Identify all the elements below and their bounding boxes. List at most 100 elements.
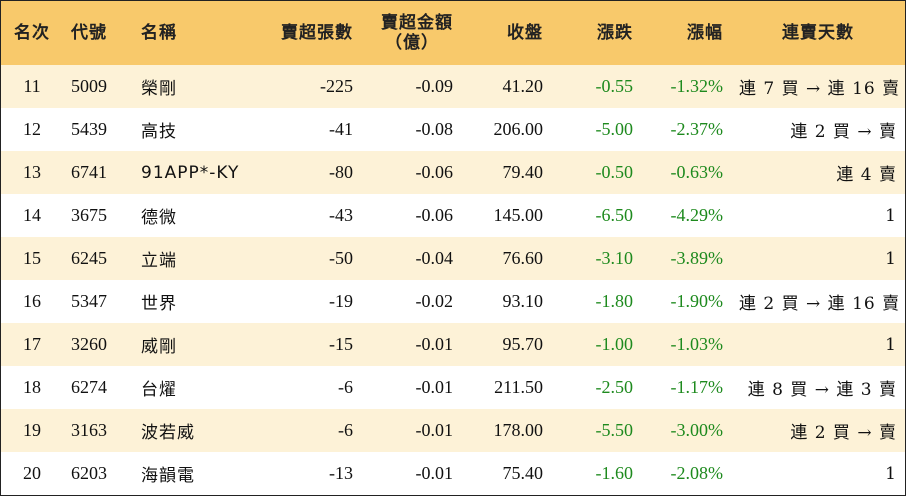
cell-change: -1.60 xyxy=(595,463,634,483)
cell-change-pct: -2.37% xyxy=(670,119,724,139)
header-code: 代號 xyxy=(71,23,107,43)
cell-net-sell-lots: -43 xyxy=(329,205,353,225)
cell-net-sell-amount: -0.04 xyxy=(415,248,454,268)
cell-net-sell-lots: -6 xyxy=(338,420,353,440)
cell-name: 世界 xyxy=(141,294,177,314)
cell-change-pct: -1.03% xyxy=(670,334,724,354)
cell-name: 波若威 xyxy=(141,423,195,443)
cell-rank: 16 xyxy=(23,291,41,311)
cell-net-sell-amount: -0.01 xyxy=(415,334,454,354)
cell-name: 海韻電 xyxy=(141,466,195,486)
cell-rank: 14 xyxy=(23,205,41,225)
cell-change: -5.00 xyxy=(595,119,634,139)
cell-net-sell-amount: -0.08 xyxy=(415,119,454,139)
header-change-pct: 漲幅 xyxy=(687,23,723,43)
cell-change-pct: -4.29% xyxy=(670,205,724,225)
cell-streak: 連 8 買 → 連 3 賣 xyxy=(747,380,897,400)
cell-net-sell-lots: -6 xyxy=(338,377,353,397)
cell-name: 台燿 xyxy=(141,380,177,400)
cell-rank: 18 xyxy=(23,377,41,397)
cell-close: 76.60 xyxy=(502,248,544,268)
cell-net-sell-lots: -15 xyxy=(329,334,353,354)
header-close: 收盤 xyxy=(507,23,543,43)
header-net-sell-amount-line2: （億） xyxy=(385,33,439,53)
cell-change-pct: -3.00% xyxy=(670,420,724,440)
cell-code: 3260 xyxy=(71,334,107,354)
cell-code: 5009 xyxy=(71,76,107,96)
cell-close: 41.20 xyxy=(502,76,544,96)
header-net-sell-lots: 賣超張數 xyxy=(281,23,353,43)
cell-streak: 連 7 買 → 連 16 賣 xyxy=(739,79,901,99)
cell-change: -1.80 xyxy=(595,291,634,311)
cell-net-sell-amount: -0.01 xyxy=(415,377,454,397)
cell-rank: 11 xyxy=(23,76,41,96)
cell-net-sell-lots: -41 xyxy=(329,119,353,139)
table-row: 12 5439 高技 -41 -0.08 206.00 -5.00 -2.37% 連 2 買 →… xyxy=(1,108,905,151)
cell-rank: 17 xyxy=(23,334,41,354)
cell-net-sell-lots: -50 xyxy=(329,248,353,268)
table-row: 18 6274 台燿 -6 -0.01 211.50 -2.50 -1.17% 連 8 買 → … xyxy=(1,366,905,409)
table-row: 14 3675 德微 -43 -0.06 145.00 -6.50 -4.29% 1 xyxy=(1,194,905,237)
table-row: 15 6245 立端 -50 -0.04 76.60 -3.10 -3.89% 1 xyxy=(1,237,905,280)
table-header: 名次 代號 名稱 賣超張數 賣超金額 （億） 收盤 漲跌 漲幅 連賣天數 xyxy=(1,1,905,65)
cell-code: 6245 xyxy=(71,248,107,268)
cell-code: 6741 xyxy=(71,162,107,182)
header-change: 漲跌 xyxy=(597,23,633,43)
cell-change-pct: -0.63% xyxy=(670,162,724,182)
cell-net-sell-lots: -225 xyxy=(320,76,353,96)
cell-code: 6203 xyxy=(71,463,107,483)
table-row: 20 6203 海韻電 -13 -0.01 75.40 -1.60 -2.08% 1 xyxy=(1,452,905,495)
cell-change-pct: -1.32% xyxy=(670,76,724,96)
header-net-sell-amount: 賣超金額 （億） xyxy=(361,1,461,65)
cell-change: -5.50 xyxy=(595,420,634,440)
cell-net-sell-amount: -0.09 xyxy=(415,76,454,96)
cell-close: 75.40 xyxy=(502,463,544,483)
cell-name: 德微 xyxy=(141,208,177,228)
cell-close: 95.70 xyxy=(502,334,544,354)
cell-change: -6.50 xyxy=(595,205,634,225)
cell-streak: 1 xyxy=(885,463,897,484)
cell-change: -2.50 xyxy=(595,377,634,397)
cell-net-sell-lots: -80 xyxy=(329,162,353,182)
cell-change-pct: -1.90% xyxy=(670,291,724,311)
cell-code: 5439 xyxy=(71,119,107,139)
cell-streak: 連 4 賣 xyxy=(836,165,897,185)
cell-net-sell-lots: -19 xyxy=(329,291,353,311)
cell-name: 威剛 xyxy=(141,337,177,357)
cell-code: 3163 xyxy=(71,420,107,440)
cell-close: 79.40 xyxy=(502,162,544,182)
cell-code: 3675 xyxy=(71,205,107,225)
cell-change-pct: -1.17% xyxy=(670,377,724,397)
table-row: 16 5347 世界 -19 -0.02 93.10 -1.80 -1.90% 連 2 買 → … xyxy=(1,280,905,323)
cell-net-sell-amount: -0.01 xyxy=(415,420,454,440)
cell-net-sell-amount: -0.02 xyxy=(415,291,454,311)
cell-close: 206.00 xyxy=(493,119,544,139)
cell-rank: 13 xyxy=(23,162,41,182)
cell-change-pct: -3.89% xyxy=(670,248,724,268)
cell-name: 立端 xyxy=(141,251,177,271)
cell-rank: 20 xyxy=(23,463,41,483)
cell-rank: 15 xyxy=(23,248,41,268)
table-row: 19 3163 波若威 -6 -0.01 178.00 -5.50 -3.00% 連 2 買 →… xyxy=(1,409,905,452)
cell-net-sell-amount: -0.06 xyxy=(415,162,454,182)
cell-code: 6274 xyxy=(71,377,107,397)
cell-change: -1.00 xyxy=(595,334,634,354)
cell-streak: 1 xyxy=(885,205,897,226)
header-net-sell-amount-line1: 賣超金額 xyxy=(381,13,453,33)
cell-rank: 12 xyxy=(23,119,41,139)
cell-change: -0.55 xyxy=(595,76,634,96)
cell-code: 5347 xyxy=(71,291,107,311)
cell-net-sell-lots: -13 xyxy=(329,463,353,483)
cell-net-sell-amount: -0.06 xyxy=(415,205,454,225)
cell-close: 178.00 xyxy=(493,420,544,440)
header-streak: 連賣天數 xyxy=(782,23,854,43)
cell-close: 211.50 xyxy=(494,377,543,397)
cell-streak: 1 xyxy=(885,248,897,269)
cell-change: -3.10 xyxy=(595,248,634,268)
cell-change: -0.50 xyxy=(595,162,634,182)
cell-rank: 19 xyxy=(23,420,41,440)
cell-change-pct: -2.08% xyxy=(670,463,724,483)
cell-streak: 連 2 買 → 連 16 賣 xyxy=(739,294,901,314)
